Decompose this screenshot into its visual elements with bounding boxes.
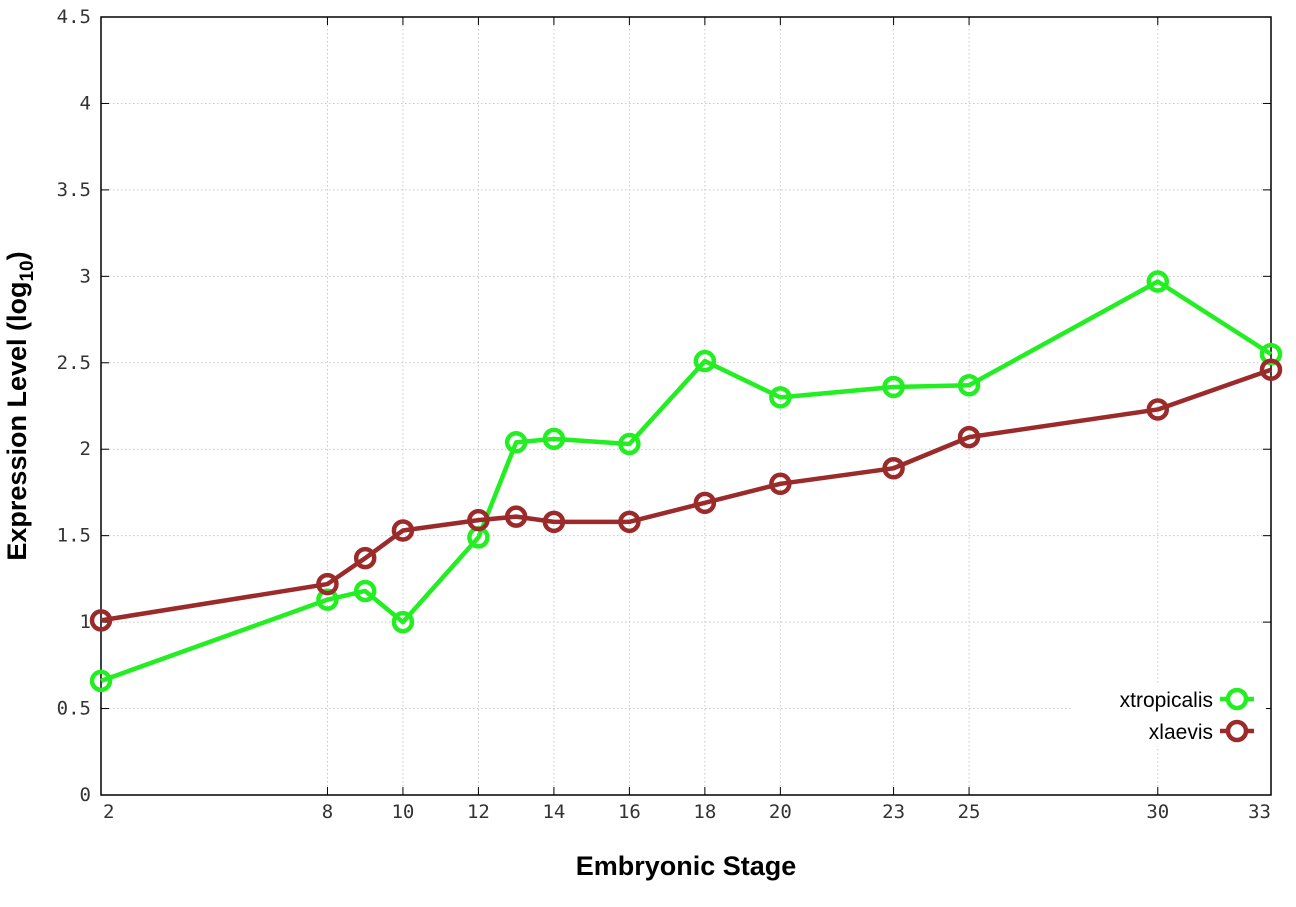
data-point-xlaevis: [618, 510, 641, 534]
data-point-xtropicalis: [542, 427, 566, 451]
data-point-xlaevis: [693, 491, 717, 515]
legend-marker-xlaevis: [1225, 719, 1249, 743]
legend-label-xlaevis: xlaevis: [1149, 721, 1213, 744]
y-tick-label: 3.5: [57, 179, 91, 201]
x-tick-label: 8: [322, 801, 333, 823]
x-tick-label: 20: [769, 801, 792, 823]
data-point-xlaevis: [353, 546, 377, 570]
y-tick-label: 1: [80, 611, 91, 633]
x-tick-label: 33: [1248, 801, 1271, 823]
x-tick-label: 10: [391, 801, 414, 823]
data-point-xtropicalis: [1259, 342, 1283, 366]
x-tick-labels: 2 8 10 12 14 16 18 20 23 25 30 33: [103, 801, 1271, 823]
legend-marker-xtropicalis: [1225, 687, 1249, 711]
data-point-xlaevis: [957, 425, 981, 449]
data-point-xtropicalis: [391, 610, 415, 634]
x-tick-label: 30: [1146, 801, 1169, 823]
y-tick-labels: 0 0.5 1 1.5 2 2.5 3 3.5 4 4.5: [57, 6, 91, 806]
data-point-xtropicalis: [618, 432, 641, 456]
data-point-xtropicalis: [89, 669, 113, 693]
y-axis-title: Expression Level (log10): [2, 251, 38, 560]
y-tick-label: 0: [80, 784, 91, 806]
data-point-xlaevis: [1259, 358, 1283, 381]
data-point-xlaevis: [882, 456, 905, 480]
x-tick-label: 25: [958, 801, 981, 823]
series-line-xtropicalis: [100, 279, 1273, 684]
data-point-xlaevis: [467, 508, 490, 532]
data-point-xlaevis: [504, 505, 528, 528]
x-axis-title: Embryonic Stage: [576, 851, 797, 881]
data-point-xtropicalis: [353, 579, 377, 603]
legend-label-xtropicalis: xtropicalis: [1120, 689, 1213, 712]
y-tick-label: 2.5: [57, 352, 91, 374]
y-tick-label: 0.5: [57, 698, 91, 720]
data-point-xtropicalis: [504, 431, 528, 454]
data-point-xlaevis: [89, 609, 113, 632]
data-point-xtropicalis: [882, 375, 905, 399]
x-tick-label: 16: [618, 801, 641, 823]
data-point-xlaevis: [1146, 398, 1170, 421]
y-tick-label: 1.5: [57, 525, 91, 547]
x-tick-label: 12: [467, 801, 490, 823]
y-tick-label: 2: [80, 438, 91, 460]
data-point-xlaevis: [316, 572, 339, 596]
grid-lines: [101, 17, 1271, 795]
series-line-xlaevis: [100, 367, 1272, 623]
y-tick-label: 3: [80, 265, 91, 287]
data-point-xtropicalis: [316, 588, 339, 611]
data-point-xlaevis: [769, 472, 792, 496]
x-tick-label: 18: [693, 801, 716, 823]
data-point-xtropicalis: [693, 349, 717, 373]
y-tick-label: 4: [80, 92, 91, 114]
data-point-xtropicalis: [957, 374, 981, 397]
y-tick-label: 4.5: [57, 6, 91, 28]
plot-frame: [100, 16, 1272, 796]
x-tick-label: 2: [103, 801, 114, 823]
data-point-xlaevis: [391, 519, 415, 542]
x-tick-label: 14: [542, 801, 565, 823]
data-point-xtropicalis: [769, 386, 792, 409]
tick-marks: [100, 16, 1272, 796]
legend: xtropicalis xlaevis: [1070, 684, 1266, 746]
y-axis-title-main: Expression Level (log: [2, 282, 32, 561]
series-group: [89, 270, 1283, 693]
y-axis-title-close: ): [2, 251, 32, 260]
x-tick-label: 23: [882, 801, 905, 823]
y-axis-title-subscript: 10: [17, 260, 38, 281]
data-point-xtropicalis: [1146, 270, 1170, 293]
data-point-xlaevis: [542, 510, 566, 534]
